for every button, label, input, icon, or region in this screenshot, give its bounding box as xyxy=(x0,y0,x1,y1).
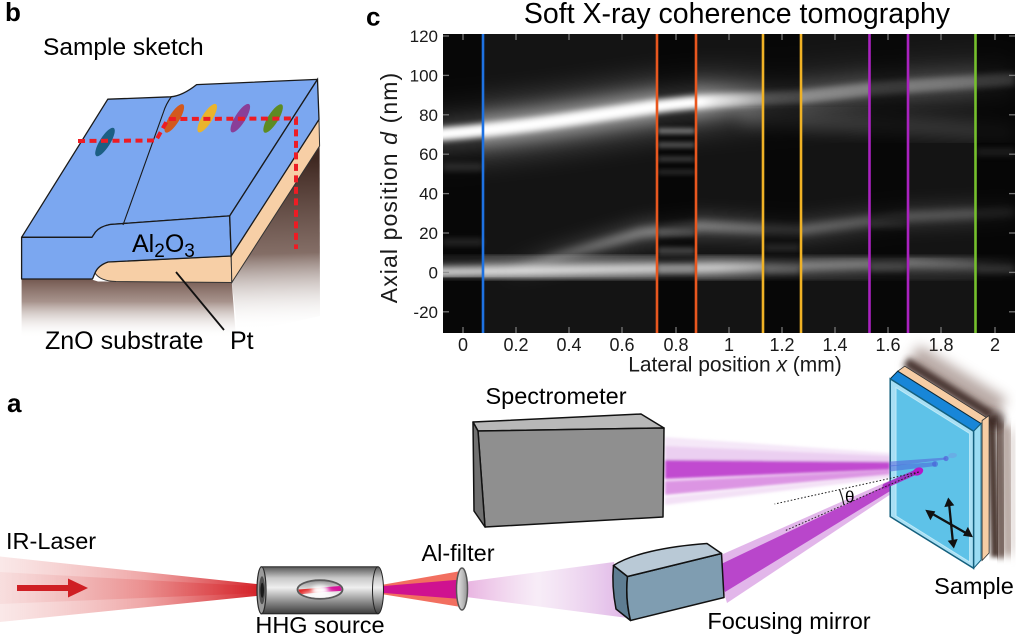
svg-text:0.6: 0.6 xyxy=(609,335,634,355)
svg-text:0.4: 0.4 xyxy=(556,335,581,355)
svg-text:Lateral position x (mm): Lateral position x (mm) xyxy=(628,354,842,377)
svg-text:-20: -20 xyxy=(413,303,438,322)
svg-text:0: 0 xyxy=(429,263,438,282)
svg-text:Sample: Sample xyxy=(934,573,1014,599)
svg-text:0.2: 0.2 xyxy=(503,335,528,355)
svg-text:0.8: 0.8 xyxy=(663,335,688,355)
svg-text:HHG source: HHG source xyxy=(255,612,384,635)
svg-text:1.2: 1.2 xyxy=(769,335,794,355)
svg-text:100: 100 xyxy=(410,66,438,85)
svg-text:1.6: 1.6 xyxy=(875,335,900,355)
svg-text:Pt: Pt xyxy=(230,327,254,355)
svg-text:IR-Laser: IR-Laser xyxy=(6,528,96,554)
svg-text:0: 0 xyxy=(458,335,468,355)
svg-text:Sample sketch: Sample sketch xyxy=(43,34,204,61)
svg-text:Axial position d (nm): Axial position d (nm) xyxy=(376,72,402,304)
svg-text:1.4: 1.4 xyxy=(822,335,847,355)
svg-text:Spectrometer: Spectrometer xyxy=(485,383,626,409)
svg-text:ZnO substrate: ZnO substrate xyxy=(45,327,203,355)
svg-text:40: 40 xyxy=(419,185,438,204)
svg-text:Focusing mirror: Focusing mirror xyxy=(707,608,870,634)
svg-text:1: 1 xyxy=(724,335,734,355)
svg-text:120: 120 xyxy=(410,27,438,46)
svg-text:1.8: 1.8 xyxy=(928,335,953,355)
svg-text:20: 20 xyxy=(419,224,438,243)
svg-text:c: c xyxy=(366,2,380,32)
svg-text:2: 2 xyxy=(990,335,1000,355)
svg-text:a: a xyxy=(7,388,22,418)
svg-text:Soft X-ray coherence tomograph: Soft X-ray coherence tomography xyxy=(524,0,951,30)
svg-text:b: b xyxy=(5,0,21,27)
svg-text:θ: θ xyxy=(845,488,854,507)
svg-text:Al-filter: Al-filter xyxy=(421,540,494,566)
svg-text:80: 80 xyxy=(419,106,438,125)
svg-text:60: 60 xyxy=(419,145,438,164)
